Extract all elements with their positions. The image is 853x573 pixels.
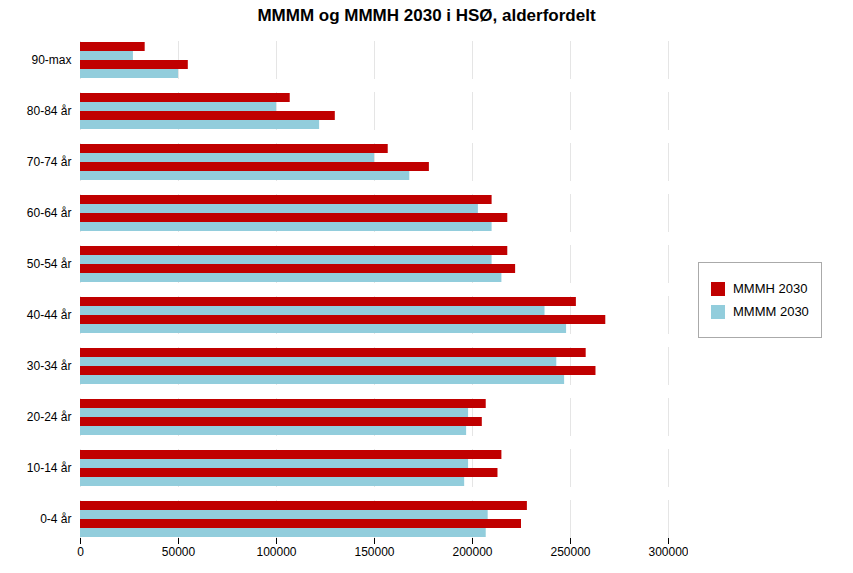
svg-text:250000: 250000	[550, 545, 590, 559]
svg-text:100000: 100000	[256, 545, 296, 559]
svg-text:50-54 år: 50-54 år	[27, 257, 72, 271]
svg-text:0-4 år: 0-4 år	[40, 512, 71, 526]
html-text:MMMM og MMMH 2030 i HSØ, alder: MMMM og MMMH 2030 i HSØ, alderfordelt	[257, 6, 596, 25]
svg-text:150000: 150000	[354, 545, 394, 559]
svg-text:80-84 år: 80-84 år	[27, 104, 72, 118]
html-text:MMMM 2030: MMMM 2030	[733, 304, 809, 319]
svg-text:10-14 år: 10-14 år	[27, 461, 72, 475]
svg-text:60-64 år: 60-64 år	[27, 206, 72, 220]
svg-text:40-44 år: 40-44 år	[27, 308, 72, 322]
svg-text:300000: 300000	[648, 545, 688, 559]
svg-text:20-24 år: 20-24 år	[27, 410, 72, 424]
svg-text:70-74 år: 70-74 år	[27, 155, 72, 169]
html-text:MMMH 2030: MMMH 2030	[733, 281, 808, 296]
svg-text:0: 0	[77, 545, 84, 559]
svg-text:200000: 200000	[452, 545, 492, 559]
svg-text:30-34 år: 30-34 år	[27, 359, 72, 373]
svg-text:90-max: 90-max	[31, 53, 71, 67]
svg-text:50000: 50000	[162, 545, 196, 559]
